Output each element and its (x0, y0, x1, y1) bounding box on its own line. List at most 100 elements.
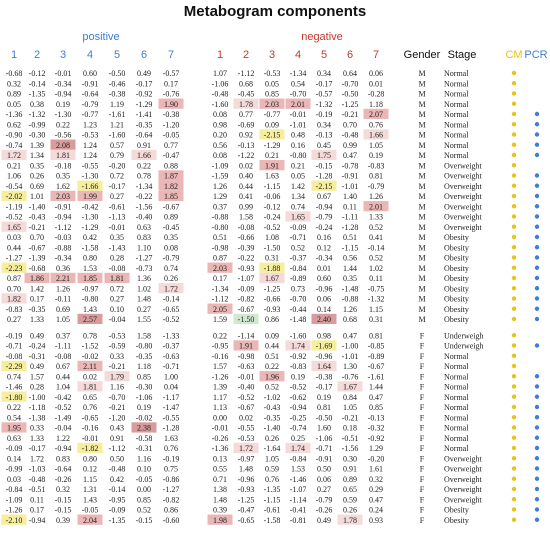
stage-cell: Obesity (444, 274, 469, 283)
table-cell: -1.18 (29, 403, 46, 412)
table-cell: -0.77 (264, 110, 281, 119)
table-cell: -0.01 (290, 110, 307, 119)
table-cell: -1.69 (316, 342, 333, 351)
stage-cell: Normal (444, 131, 469, 140)
table-cell: -1.15 (264, 495, 281, 504)
table-cell: 0.25 (291, 434, 305, 443)
table-cell: 0.76 (369, 120, 383, 129)
cm-dot (511, 435, 517, 440)
table-cell: 0.85 (137, 372, 151, 381)
cm-dot (511, 415, 517, 420)
table-cell: -0.82 (163, 495, 180, 504)
table-cell: -1.34 (136, 182, 153, 191)
table-cell: -0.21 (109, 362, 126, 371)
gender-cell: M (418, 100, 425, 109)
cell-highlight (311, 340, 337, 351)
table-cell: -0.54 (6, 182, 23, 191)
table-cell: -1.06 (136, 393, 153, 402)
table-cell: -0.99 (6, 465, 23, 474)
table-cell: -0.52 (264, 223, 281, 232)
table-cell: -1.00 (29, 393, 46, 402)
table-cell: -0.79 (163, 254, 180, 263)
table-cell: 1.95 (7, 424, 21, 433)
table-cell: 0.81 (369, 331, 383, 340)
negative-col-header: 3 (269, 49, 275, 61)
stage-cell: Overweight (444, 485, 483, 494)
table-cell: 0.56 (213, 141, 227, 150)
table-cell: -1.27 (6, 254, 23, 263)
table-cell: 0.18 (343, 424, 357, 433)
table-cell: 0.98 (317, 331, 331, 340)
stage-cell: Underweigh (444, 342, 484, 351)
table-cell: 0.76 (265, 475, 279, 484)
cell-highlight (50, 149, 76, 161)
table-cell: -0.43 (29, 213, 46, 222)
table-cell: 0.70 (30, 233, 44, 242)
pcr-dot (534, 245, 540, 250)
table-cell: -0.16 (212, 352, 229, 361)
cm-dot (511, 296, 517, 301)
cell-highlight (207, 303, 233, 314)
table-cell: 0.00 (213, 413, 227, 422)
cell-highlight (158, 170, 184, 181)
table-cell: 0.56 (343, 254, 357, 263)
table-cell: 1.33 (30, 434, 44, 443)
table-cell: 1.39 (30, 141, 44, 150)
stage-cell: Normal (444, 90, 469, 99)
table-cell: 0.68 (239, 79, 253, 88)
table-cell: -0.92 (290, 352, 307, 361)
pcr-dot (534, 152, 540, 158)
table-cell: -0.48 (342, 131, 359, 140)
cm-dot (511, 122, 517, 127)
table-cell: 0.70 (7, 284, 21, 293)
stage-cell: Normal (444, 434, 469, 443)
cm-dot (511, 173, 517, 178)
table-cell: -0.45 (238, 90, 255, 99)
table-cell: -0.97 (238, 454, 255, 463)
table-cell: -1.14 (238, 331, 255, 340)
table-cell: -0.12 (29, 69, 46, 78)
pcr-dot (534, 425, 540, 430)
table-cell: 0.05 (265, 79, 279, 88)
table-cell: -1.58 (82, 243, 99, 252)
table-cell: 1.05 (369, 141, 383, 150)
table-cell: 1.65 (7, 223, 21, 232)
table-cell: -1.50 (238, 315, 255, 324)
table-cell: 0.21 (265, 151, 279, 160)
table-cell: 0.39 (213, 506, 227, 515)
table-cell: 0.47 (343, 151, 357, 160)
table-cell: -0.37 (163, 342, 180, 351)
cell-highlight (285, 211, 311, 222)
table-cell: -0.53 (82, 131, 99, 140)
table-cell: 0.89 (343, 475, 357, 484)
gender-cell: M (418, 141, 425, 150)
table-cell: -2.23 (6, 264, 23, 273)
table-cell: -0.82 (238, 295, 255, 304)
table-cell: 0.71 (213, 475, 227, 484)
table-cell: -1.64 (264, 444, 281, 453)
cm-dot (511, 275, 517, 281)
table-cell: 1.18 (369, 100, 383, 109)
table-cell: -0.78 (342, 161, 359, 170)
gender-cell: F (420, 506, 425, 515)
stage-cell: Normal (444, 372, 469, 381)
pcr-dot (534, 142, 540, 147)
table-cell: -1.60 (109, 131, 126, 140)
table-cell: 0.74 (291, 202, 305, 211)
table-cell: -1.28 (342, 223, 359, 232)
table-cell: -0.74 (6, 141, 23, 150)
cell-highlight (1, 360, 27, 372)
table-cell: 0.10 (137, 465, 151, 474)
table-cell: -0.52 (163, 315, 180, 324)
pcr-dot (534, 466, 540, 471)
table-cell: -0.40 (238, 383, 255, 392)
table-cell: 0.03 (7, 475, 21, 484)
table-cell: -0.37 (290, 254, 307, 263)
pcr-dot (534, 517, 540, 522)
negative-col-header: 4 (295, 49, 301, 61)
stage-cell: Overweight (444, 495, 483, 504)
stage-cell: Obesity (444, 254, 469, 263)
table-cell: 0.28 (30, 383, 44, 392)
row-metadata: M Normal M Normal M Normal M Normal M Normal M Norm… (418, 69, 540, 525)
table-cell: -0.80 (136, 342, 153, 351)
